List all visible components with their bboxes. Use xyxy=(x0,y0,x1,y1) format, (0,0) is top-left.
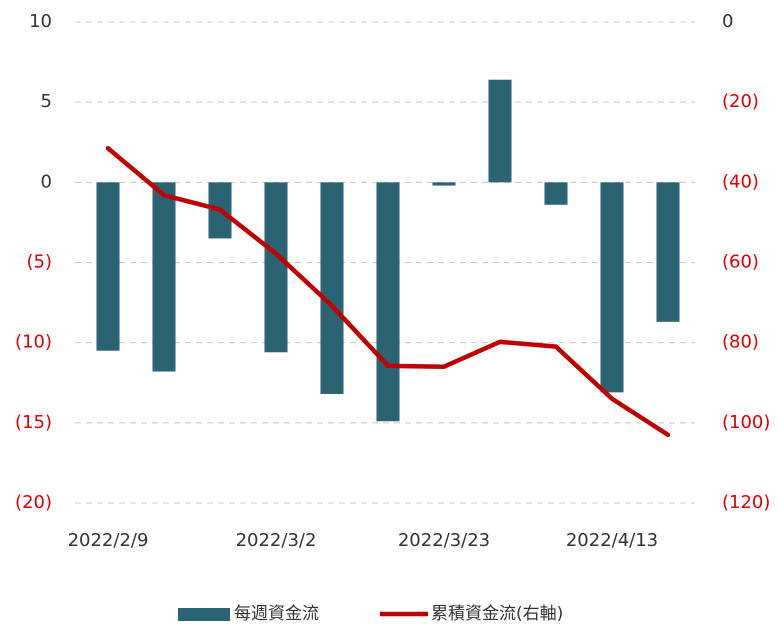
y-tick-label: 5 xyxy=(41,91,52,112)
y-tick-label: (5) xyxy=(27,252,53,273)
y-tick-label: (10) xyxy=(15,332,52,353)
bar xyxy=(376,182,400,422)
x-tick-label: 2022/3/23 xyxy=(398,530,490,551)
bar xyxy=(96,182,120,351)
legend-label: 累積資金流(右軸) xyxy=(431,604,563,624)
y2-tick-label: (100) xyxy=(722,412,770,433)
bar xyxy=(320,182,344,394)
legend-swatch xyxy=(178,608,230,621)
bar xyxy=(544,182,568,205)
y-tick-label: 10 xyxy=(29,11,52,32)
bar xyxy=(264,182,288,353)
bar xyxy=(488,79,512,183)
x-tick-label: 2022/4/13 xyxy=(566,530,658,551)
y2-tick-label: (40) xyxy=(722,171,759,192)
bar xyxy=(432,182,456,186)
y2-tick-label: (60) xyxy=(722,252,759,273)
bar xyxy=(152,182,176,372)
y2-tick-label: (20) xyxy=(722,91,759,112)
y-tick-label: 0 xyxy=(41,171,52,192)
bar xyxy=(600,182,624,393)
x-tick-label: 2022/2/9 xyxy=(68,530,149,551)
x-tick-label: 2022/3/2 xyxy=(236,530,317,551)
y-tick-label: (20) xyxy=(15,492,52,513)
y2-tick-label: (120) xyxy=(722,492,770,513)
y-tick-label: (15) xyxy=(15,412,52,433)
legend-label: 每週資金流 xyxy=(234,604,319,624)
bar xyxy=(656,182,680,322)
legend: 每週資金流 累積資金流(右軸) xyxy=(178,604,563,624)
y2-tick-label: 0 xyxy=(722,11,733,32)
line xyxy=(105,146,671,438)
y2-tick-label: (80) xyxy=(722,332,759,353)
